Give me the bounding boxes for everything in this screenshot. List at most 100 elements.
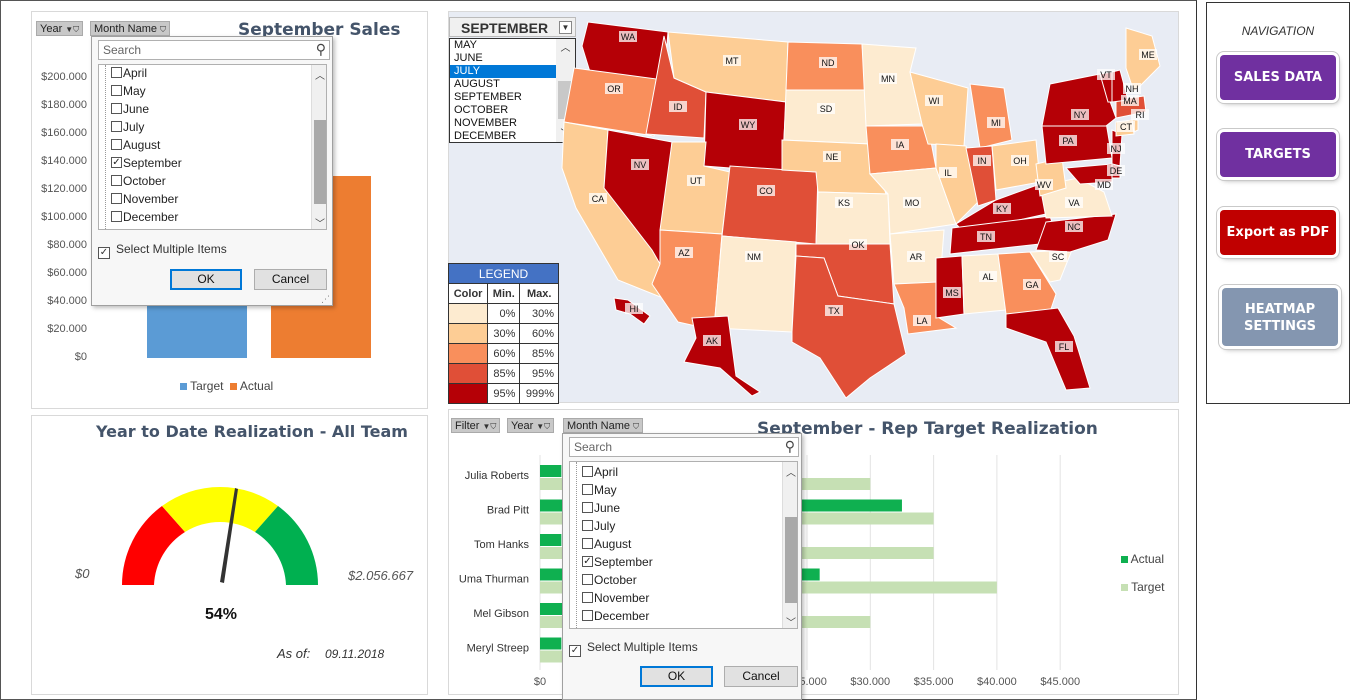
sales-chart-title: September Sales [238,20,401,40]
checkbox-checked-icon[interactable]: ✓ [582,556,593,567]
filter-cancel-button[interactable]: Cancel [724,666,798,687]
state-label-bg [1121,95,1139,106]
month-option[interactable]: DECEMBER [454,130,517,142]
scroll-thumb[interactable] [314,120,326,204]
checkbox-icon[interactable] [111,103,122,114]
month-slicer-button[interactable]: Month Name ⛉ [90,21,170,36]
month-filter-item[interactable]: August [570,535,782,553]
checkbox-icon[interactable] [582,574,593,585]
month-filter-item[interactable]: May [570,481,782,499]
month-filter-item[interactable]: ✓ September [99,154,311,172]
rep-year-slicer-button[interactable]: Year ▼⛉ [507,418,555,433]
month-filter-item[interactable]: ✓ September [570,553,782,571]
scroll-down-icon[interactable]: ﹀ [786,618,796,629]
month-filter-item[interactable]: November [570,589,782,607]
checkbox-checked-icon: ✓ [98,247,110,259]
checkbox-icon[interactable] [582,520,593,531]
month-filter-item[interactable]: July [570,517,782,535]
month-filter-item[interactable]: November [99,190,311,208]
checkbox-icon[interactable] [111,211,122,222]
checkbox-icon[interactable] [582,484,593,495]
filter-list-scrollbar[interactable]: ︿ ﹀ [311,65,326,230]
scroll-up-icon[interactable]: ︿ [560,43,571,54]
month-filter-dropdown[interactable]: Search ⚲ April May June July August ✓ Septembe… [91,36,333,306]
checkbox-icon[interactable] [582,610,593,621]
checkbox-icon[interactable] [111,121,122,132]
scroll-up-icon[interactable]: ︿ [786,468,796,479]
state-ny[interactable] [1041,73,1117,127]
state-wy[interactable] [703,91,787,173]
dropdown-arrow-icon[interactable]: ▼ [559,21,572,34]
checkbox-icon[interactable] [582,538,593,549]
state-tx[interactable] [791,255,907,399]
state-sd[interactable] [783,89,871,145]
filter-ok-button[interactable]: OK [640,666,713,687]
month-filter-item[interactable]: April [99,65,311,82]
state-co[interactable] [721,165,819,245]
filter-search-input[interactable]: Search ⚲ [569,437,799,457]
state-nv[interactable] [603,129,673,266]
filter-cancel-button[interactable]: Cancel [254,269,327,290]
targets-button[interactable]: TARGETS [1220,132,1336,177]
state-mi[interactable] [969,83,1013,149]
month-filter-item[interactable]: August [99,136,311,154]
month-filter-item[interactable]: June [99,100,311,118]
month-option[interactable]: NOVEMBER [454,117,517,129]
scroll-up-icon[interactable]: ︿ [315,71,325,82]
state-label-bg [619,31,637,42]
month-filter-item-label: September [594,555,653,569]
rep-month-slicer-button[interactable]: Month Name ⛉ [563,418,643,433]
month-filter-item[interactable]: May [99,82,311,100]
state-il[interactable] [935,143,979,225]
checkbox-icon[interactable] [582,466,593,477]
month-option[interactable]: SEPTEMBER [454,91,522,103]
checkbox-checked-icon[interactable]: ✓ [111,157,122,168]
state-or[interactable] [563,67,665,137]
year-slicer-button[interactable]: Year ▼⛉ [36,21,84,36]
checkbox-icon[interactable] [111,139,122,150]
month-filter-item[interactable]: April [570,463,782,481]
heatmap-settings-button[interactable]: HEATMAP SETTINGS [1222,288,1338,346]
checkbox-icon[interactable] [582,592,593,603]
state-fl[interactable] [1005,307,1091,391]
month-option[interactable]: JULY [450,65,557,78]
select-multiple-checkbox[interactable]: ✓ Select Multiple Items [98,242,227,259]
sales-data-button[interactable]: SALES DATA [1220,55,1336,100]
month-filter-item[interactable]: June [570,499,782,517]
legend-max: 95% [519,363,559,384]
month-option[interactable]: JUNE [454,52,483,64]
month-filter-item[interactable]: December [570,607,782,625]
state-label-bg [631,159,649,170]
resize-grip-icon[interactable]: ⋰ [321,294,330,304]
filter-ok-button[interactable]: OK [170,269,242,290]
rep-month-filter-dropdown[interactable]: Search ⚲ April May June July August ✓ Septembe… [562,433,802,700]
month-filter-item[interactable]: December [99,208,311,226]
checkbox-icon[interactable] [111,175,122,186]
filter-slicer-button[interactable]: Filter ▼⛉ [451,418,501,433]
legend-actual-label: Actual [239,379,274,393]
state-label: SC [1052,252,1065,262]
checkbox-icon[interactable] [111,85,122,96]
month-option[interactable]: AUGUST [454,78,500,90]
rep-legend: Actual Target [1121,545,1164,601]
scroll-thumb[interactable] [785,517,797,603]
month-filter-item[interactable]: October [99,172,311,190]
scroll-down-icon[interactable]: ﹀ [315,219,325,230]
export-pdf-button[interactable]: Export as PDF [1220,210,1336,255]
checkbox-icon[interactable] [111,67,122,78]
state-az[interactable] [651,229,723,331]
state-label: GA [1025,280,1038,290]
as-of-date: 09.11.2018 [325,647,385,661]
select-multiple-checkbox[interactable]: ✓ Select Multiple Items [569,640,698,657]
checkbox-icon[interactable] [111,193,122,204]
state-label-bg [977,231,995,242]
filter-list-scrollbar[interactable]: ︿ ﹀ [782,462,797,629]
filter-search-input[interactable]: Search ⚲ [98,40,330,60]
month-option[interactable]: OCTOBER [454,104,509,116]
month-option[interactable]: MAY [454,39,478,51]
month-filter-item[interactable]: July [99,118,311,136]
state-label: VT [1100,70,1112,80]
state-label: HI [630,304,639,314]
checkbox-icon[interactable] [582,502,593,513]
month-filter-item[interactable]: October [570,571,782,589]
